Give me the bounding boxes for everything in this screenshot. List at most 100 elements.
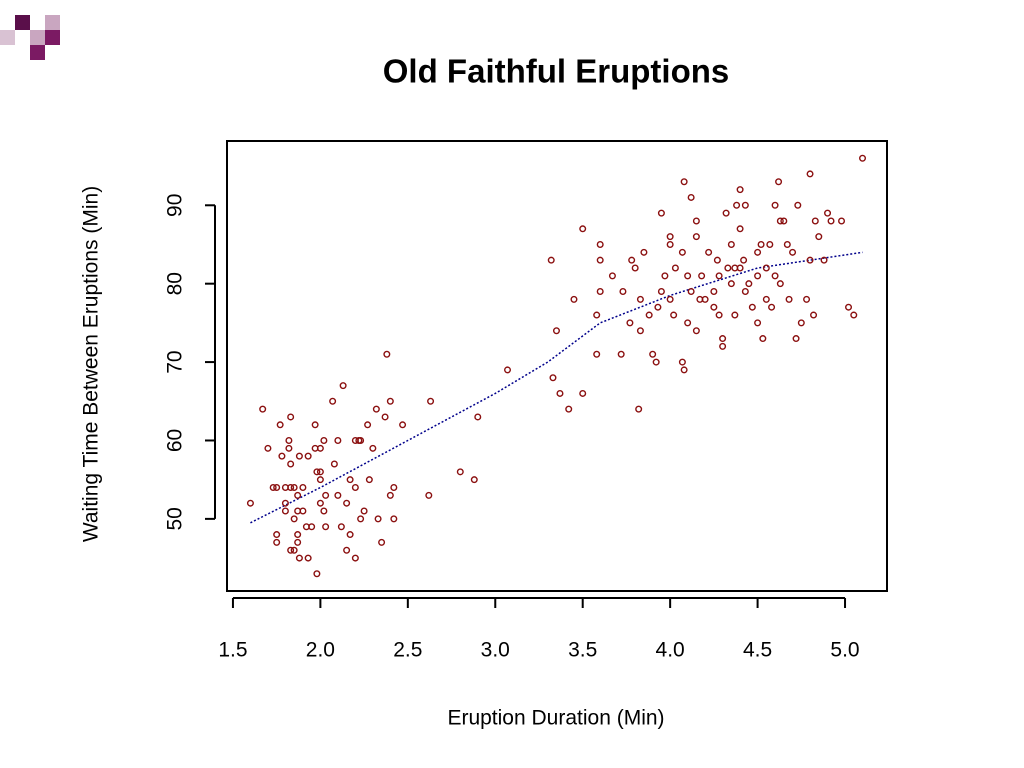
point xyxy=(649,350,657,358)
point xyxy=(710,288,718,296)
point xyxy=(294,491,302,499)
point xyxy=(264,444,272,452)
y-tick-label: 70 xyxy=(164,350,187,373)
point xyxy=(346,531,354,539)
point xyxy=(596,288,604,296)
point xyxy=(745,280,753,288)
point xyxy=(357,436,365,444)
x-tick-label: 4.5 xyxy=(743,639,772,662)
point xyxy=(687,288,695,296)
point xyxy=(337,523,345,531)
point xyxy=(776,217,784,225)
point xyxy=(741,201,749,209)
point xyxy=(269,484,277,492)
point xyxy=(762,295,770,303)
point xyxy=(748,303,756,311)
point xyxy=(351,554,359,562)
point xyxy=(596,256,604,264)
point xyxy=(290,515,298,523)
point xyxy=(741,288,749,296)
point xyxy=(754,248,762,256)
point xyxy=(617,350,625,358)
decor xyxy=(0,30,15,45)
point xyxy=(684,272,692,280)
point xyxy=(628,256,636,264)
point xyxy=(593,350,601,358)
point xyxy=(740,256,748,264)
point xyxy=(579,225,587,233)
point xyxy=(343,499,351,507)
point xyxy=(824,209,832,217)
point xyxy=(316,499,324,507)
point xyxy=(474,413,482,421)
point xyxy=(785,295,793,303)
point xyxy=(425,491,433,499)
point xyxy=(320,507,328,515)
point xyxy=(671,264,679,272)
point xyxy=(666,233,674,241)
plot-frame xyxy=(226,140,888,592)
point xyxy=(290,546,298,554)
point xyxy=(736,264,744,272)
point xyxy=(334,491,342,499)
point xyxy=(381,413,389,421)
point xyxy=(780,217,788,225)
point xyxy=(322,491,330,499)
point xyxy=(810,311,818,319)
point xyxy=(364,421,372,429)
point xyxy=(579,389,587,397)
decor xyxy=(45,15,60,30)
chart-title: Old Faithful Eruptions xyxy=(383,53,729,90)
point xyxy=(596,240,604,248)
point xyxy=(276,421,284,429)
point xyxy=(343,546,351,554)
point xyxy=(701,295,709,303)
point xyxy=(845,303,853,311)
point xyxy=(789,248,797,256)
point xyxy=(374,515,382,523)
point xyxy=(733,201,741,209)
point xyxy=(556,389,564,397)
point xyxy=(794,201,802,209)
point xyxy=(636,327,644,335)
point xyxy=(776,280,784,288)
point xyxy=(640,248,648,256)
point xyxy=(608,272,616,280)
point xyxy=(313,570,321,578)
point xyxy=(311,421,319,429)
point xyxy=(304,554,312,562)
y-tick-label: 90 xyxy=(164,194,187,217)
point xyxy=(827,217,835,225)
point xyxy=(713,256,721,264)
point xyxy=(360,507,368,515)
x-tick-label: 2.0 xyxy=(306,639,335,662)
decor xyxy=(15,15,30,30)
point xyxy=(369,444,377,452)
point xyxy=(285,436,293,444)
y-tick-label: 80 xyxy=(164,272,187,295)
point xyxy=(259,405,267,413)
x-tick-label: 4.0 xyxy=(656,639,685,662)
point xyxy=(806,256,814,264)
point xyxy=(684,319,692,327)
point xyxy=(386,491,394,499)
point xyxy=(346,476,354,484)
point xyxy=(775,178,783,186)
point xyxy=(792,335,800,343)
point xyxy=(727,240,735,248)
point xyxy=(316,444,324,452)
point xyxy=(645,311,653,319)
point xyxy=(504,366,512,374)
point xyxy=(329,397,337,405)
point xyxy=(666,240,674,248)
point xyxy=(705,248,713,256)
point xyxy=(316,476,324,484)
point xyxy=(698,272,706,280)
point xyxy=(838,217,846,225)
point xyxy=(803,295,811,303)
decor xyxy=(30,45,45,60)
point xyxy=(820,256,828,264)
point xyxy=(715,311,723,319)
point xyxy=(680,178,688,186)
